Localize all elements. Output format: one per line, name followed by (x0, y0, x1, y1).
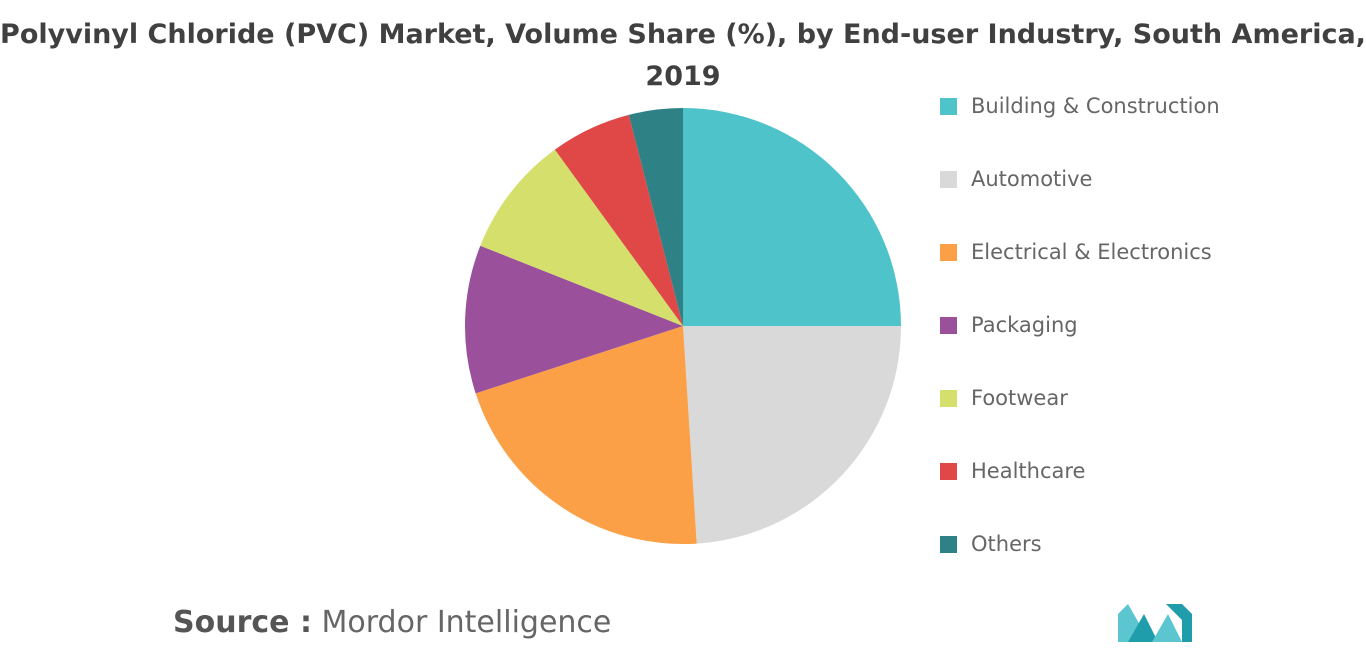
pie-slice-automotive (683, 326, 901, 544)
pie-slice-packaging (465, 245, 683, 394)
legend-label: Others (971, 532, 1042, 556)
legend-swatch (940, 535, 957, 553)
source-name: Mordor Intelligence (321, 605, 612, 640)
chart-title-line-1: Polyvinyl Chloride (PVC) Market, Volume … (0, 19, 1366, 50)
source-label: Source : (173, 605, 312, 640)
pie-slice-others (628, 108, 683, 326)
legend-label: Electrical & Electronics (971, 240, 1212, 264)
pie-slice-building-and-construction (683, 108, 901, 326)
legend-item-automotive: Automotive (940, 163, 1092, 195)
chart-title: Polyvinyl Chloride (PVC) Market, Volume … (0, 14, 1366, 98)
legend-item-footwear: Footwear (940, 382, 1068, 414)
legend-item-others: Others (940, 528, 1042, 560)
legend-item-electrical-and-electronics: Electrical & Electronics (940, 236, 1212, 268)
legend-label: Building & Construction (971, 94, 1220, 118)
legend-item-healthcare: Healthcare (940, 455, 1085, 487)
legend-swatch (940, 170, 957, 188)
mordor-intelligence-logo-icon (1118, 604, 1192, 642)
legend-item-building-and-construction: Building & Construction (940, 90, 1220, 122)
legend-label: Healthcare (971, 459, 1086, 483)
legend-swatch (940, 243, 957, 261)
legend-swatch (940, 316, 957, 334)
legend-label: Footwear (971, 386, 1068, 410)
legend-label: Packaging (971, 313, 1078, 337)
legend-swatch (940, 97, 957, 115)
pie-slice-footwear (480, 149, 683, 326)
legend-swatch (940, 462, 957, 480)
pie-slice-electrical-and-electronics (475, 326, 697, 544)
source-credit: Source : Mordor Intelligence (173, 605, 611, 640)
chart-title-line-2: 2019 (645, 61, 721, 92)
legend-label: Automotive (971, 167, 1093, 191)
legend-item-packaging: Packaging (940, 309, 1078, 341)
legend-swatch (940, 389, 957, 407)
pie-slice-healthcare (554, 114, 683, 326)
pie-chart (465, 108, 901, 544)
